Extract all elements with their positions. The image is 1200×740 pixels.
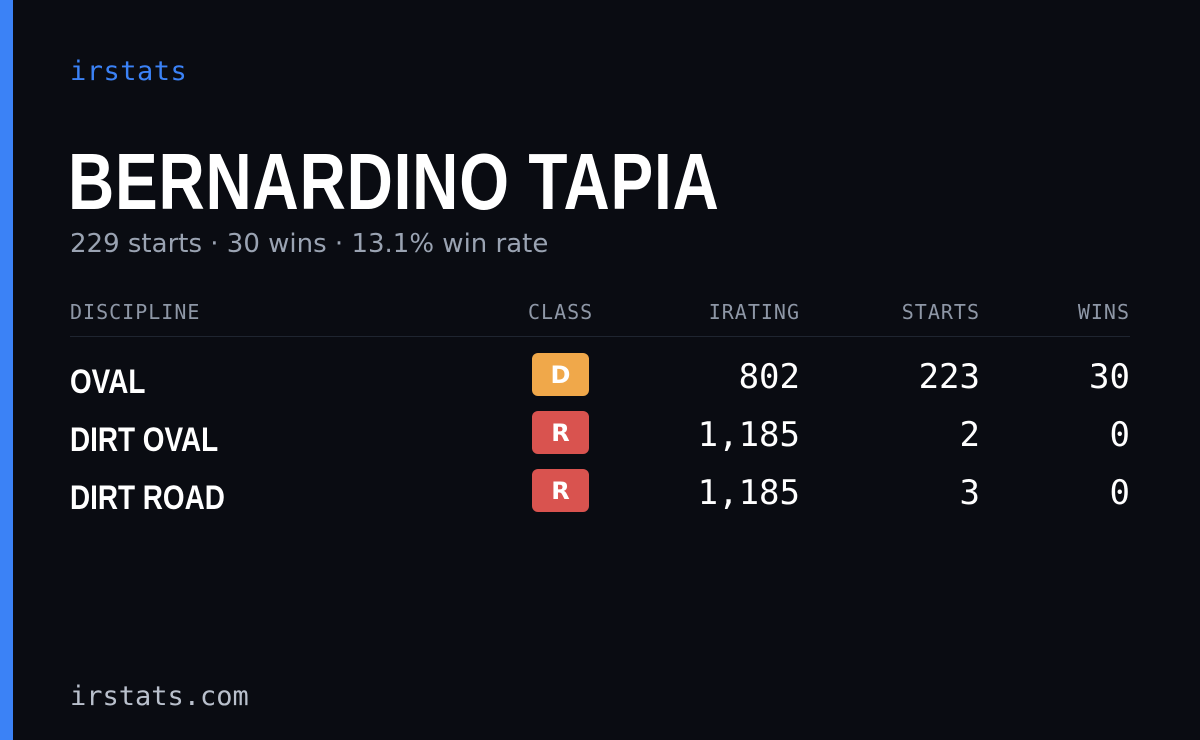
footer-url: irstats.com: [70, 681, 249, 712]
wins-cell: 0: [1109, 415, 1130, 455]
class-badge: R: [532, 411, 589, 454]
irating-cell: 802: [738, 357, 800, 397]
starts-cell: 2: [959, 415, 980, 455]
class-badge: D: [532, 353, 589, 396]
header-class: CLASS: [528, 300, 594, 324]
table-header: DISCIPLINE CLASS IRATING STARTS WINS: [70, 296, 1130, 337]
header-wins: WINS: [1077, 300, 1130, 324]
table-body: OVAL D 802 223 30 DIRT OVAL R 1,185 2 0 …: [70, 353, 1130, 527]
header-starts: STARTS: [901, 300, 980, 324]
accent-bar: [0, 0, 13, 740]
table-row: OVAL D 802 223 30: [70, 353, 1130, 411]
irating-cell: 1,185: [697, 415, 800, 455]
driver-summary: 229 starts · 30 wins · 13.1% win rate: [70, 229, 549, 259]
brand-logo: irstats: [70, 56, 188, 87]
header-irating: IRATING: [708, 300, 800, 324]
table-row: DIRT OVAL R 1,185 2 0: [70, 411, 1130, 469]
table-row: DIRT ROAD R 1,185 3 0: [70, 469, 1130, 527]
discipline-cell: DIRT ROAD: [70, 479, 225, 517]
discipline-cell: DIRT OVAL: [70, 421, 219, 459]
irating-cell: 1,185: [697, 473, 800, 513]
wins-cell: 30: [1089, 357, 1130, 397]
class-badge: R: [532, 469, 589, 512]
discipline-cell: OVAL: [70, 363, 146, 401]
starts-cell: 3: [959, 473, 980, 513]
driver-name: BERNARDINO TAPIA: [68, 137, 720, 226]
starts-cell: 223: [918, 357, 980, 397]
wins-cell: 0: [1109, 473, 1130, 513]
header-discipline: DISCIPLINE: [70, 300, 201, 324]
stats-table: DISCIPLINE CLASS IRATING STARTS WINS OVA…: [70, 296, 1130, 517]
